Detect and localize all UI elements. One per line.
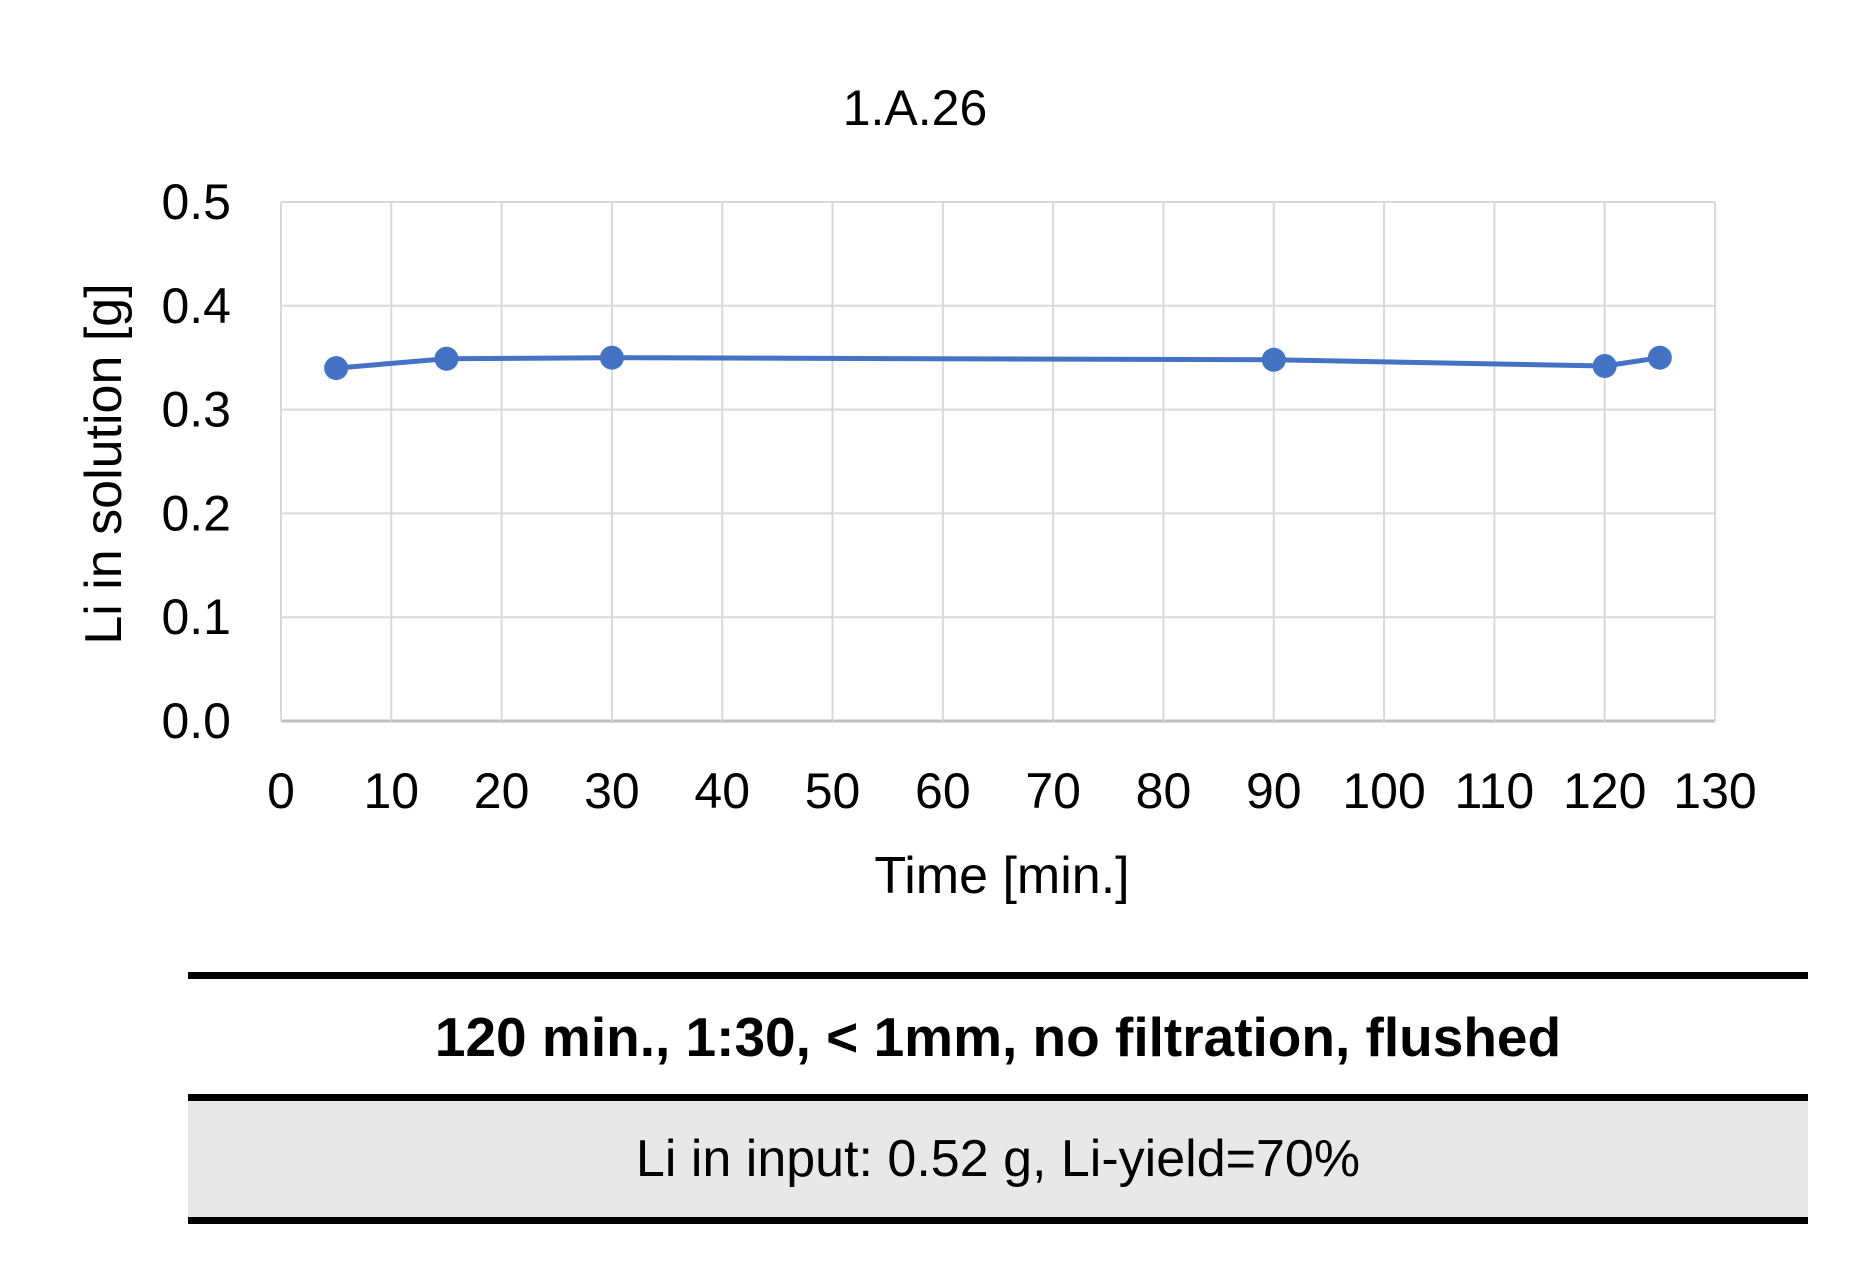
data-point — [1261, 347, 1286, 372]
data-point — [324, 356, 349, 381]
data-point — [1647, 345, 1672, 370]
line-chart: 1.A.26 0.0 0.1 0.2 0.3 0.4 0.5 0 10 20 30 40 50 60 7… — [75, 80, 1757, 905]
x-tick-label: 10 — [363, 763, 419, 819]
x-tick-label: 60 — [915, 763, 971, 819]
x-tick-label: 20 — [474, 763, 530, 819]
x-tick-label: 130 — [1673, 763, 1756, 819]
chart-grid — [280, 201, 1716, 723]
y-tick-label: 0.0 — [161, 693, 231, 749]
y-tick-label: 0.4 — [161, 278, 231, 334]
x-tick-label: 40 — [694, 763, 750, 819]
y-tick-label: 0.1 — [161, 589, 231, 645]
y-tick-label: 0.3 — [161, 382, 231, 438]
x-axis-ticks: 0 10 20 30 40 50 60 70 80 90 100 110 120 130 — [267, 763, 1757, 819]
x-tick-label: 80 — [1136, 763, 1192, 819]
x-tick-label: 50 — [805, 763, 861, 819]
chart-title: 1.A.26 — [843, 80, 988, 136]
chart-series — [324, 345, 1672, 381]
x-tick-label: 90 — [1246, 763, 1302, 819]
table-detail: Li in input: 0.52 g, Li-yield=70% — [188, 1101, 1808, 1217]
table-heading: 120 min., 1:30, < 1mm, no filtration, fl… — [434, 1005, 1562, 1068]
data-point — [1592, 354, 1617, 379]
x-tick-label: 30 — [584, 763, 640, 819]
x-tick-label: 70 — [1025, 763, 1081, 819]
data-point — [434, 346, 459, 371]
y-tick-label: 0.5 — [161, 174, 231, 230]
data-point — [599, 345, 624, 370]
info-table: 120 min., 1:30, < 1mm, no filtration, fl… — [188, 972, 1808, 1224]
y-axis-ticks: 0.0 0.1 0.2 0.3 0.4 0.5 — [161, 174, 231, 749]
x-tick-label: 100 — [1342, 763, 1425, 819]
x-axis-title: Time [min.] — [874, 847, 1129, 905]
x-tick-label: 110 — [1455, 763, 1535, 819]
table-bottom-rule — [188, 1217, 1808, 1224]
x-tick-label: 120 — [1563, 763, 1646, 819]
table-middle-rule — [188, 1094, 1808, 1101]
x-tick-label: 0 — [267, 763, 295, 819]
y-tick-label: 0.2 — [161, 485, 231, 541]
y-axis-title: Li in solution [g] — [75, 283, 133, 644]
table-top-rule — [188, 972, 1808, 979]
series-line — [335, 355, 1661, 371]
